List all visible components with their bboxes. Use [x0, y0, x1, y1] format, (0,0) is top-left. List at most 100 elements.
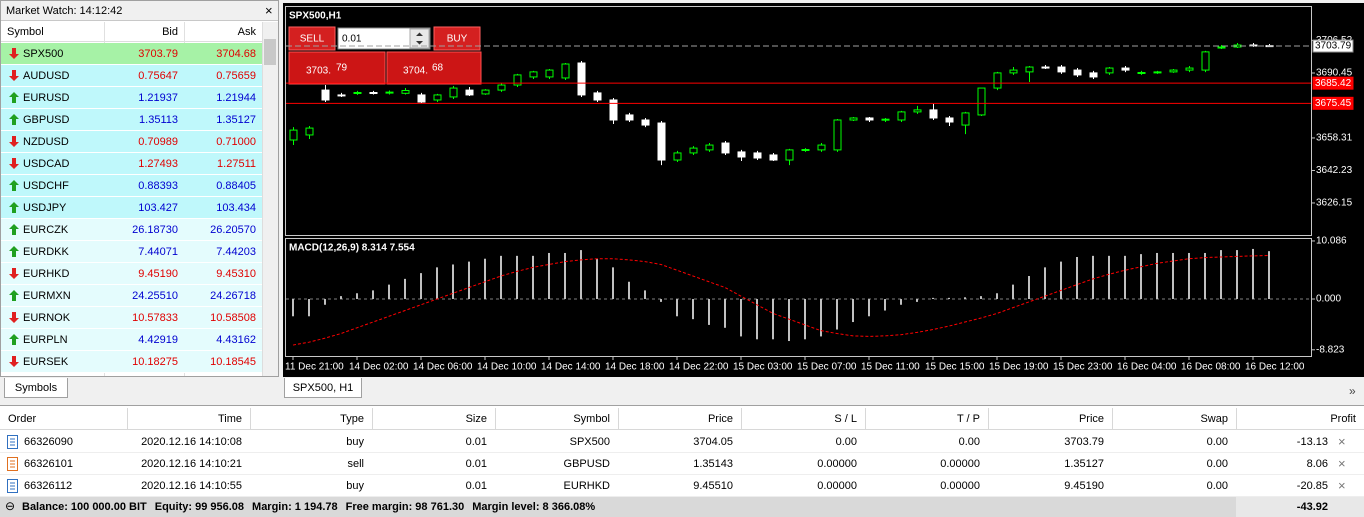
mw-row[interactable]	[1, 263, 262, 285]
mw-row[interactable]	[1, 153, 262, 175]
candle-body	[705, 144, 714, 151]
column-header[interactable]: Size	[465, 413, 487, 425]
candle-body	[321, 89, 330, 101]
x-tick-label: 14 Dec 02:00	[349, 362, 409, 373]
volume-input[interactable]	[337, 27, 431, 50]
x-tick-label: 15 Dec 15:00	[925, 362, 985, 373]
order-cell: 8.06	[1306, 458, 1328, 470]
x-tick-label: 15 Dec 11:00	[861, 362, 920, 373]
mw-row[interactable]	[1, 241, 262, 263]
trend-up-icon	[9, 246, 19, 257]
candle-body	[993, 72, 1002, 89]
column-header[interactable]: S / L	[834, 413, 857, 425]
sell-label[interactable]: SELL	[300, 34, 325, 45]
mw-header-row	[1, 22, 262, 42]
scrollbar[interactable]	[262, 22, 278, 376]
symbol-name: USDCHF	[23, 180, 69, 192]
bid-price: 7.44071	[138, 246, 178, 258]
bid-price: 10.57833	[132, 312, 178, 324]
column-header[interactable]: Symbol	[573, 413, 610, 425]
candle-body	[897, 111, 906, 121]
sell-price-box[interactable]	[288, 51, 386, 85]
close-order-button[interactable]: ×	[1338, 456, 1346, 471]
volume-value[interactable]: 0.01	[342, 34, 362, 45]
mw-row[interactable]	[1, 285, 262, 307]
sell-button[interactable]	[288, 26, 336, 51]
candle-body	[1105, 67, 1114, 74]
order-cell: 66326090	[24, 436, 73, 448]
candle-body	[721, 142, 730, 154]
mw-row[interactable]	[1, 329, 262, 351]
column-header[interactable]: Swap	[1200, 413, 1228, 425]
mw-column-header: Ask	[237, 26, 256, 38]
buy-button[interactable]	[433, 26, 481, 51]
tab-scroll[interactable]: »	[1349, 384, 1356, 398]
mw-row[interactable]	[1, 43, 262, 65]
ask-price: 103.434	[216, 202, 256, 214]
column-header[interactable]: Type	[340, 413, 364, 425]
y-tick-label: 3658.31	[1316, 133, 1353, 144]
x-tick-label: 16 Dec 08:00	[1181, 362, 1241, 373]
mw-row[interactable]	[1, 197, 262, 219]
summary-row	[0, 497, 1364, 517]
buy-price-pips[interactable]: 68	[432, 63, 444, 74]
candle-body	[417, 94, 426, 103]
column-header[interactable]: Time	[217, 413, 242, 425]
price-level-tag	[1312, 96, 1354, 110]
mw-row[interactable]	[1, 109, 262, 131]
mw-row[interactable]	[1, 307, 262, 329]
candle-body	[833, 119, 842, 151]
order-cell: 0.00000	[940, 458, 980, 470]
symbols-tab[interactable]: Symbols	[4, 378, 68, 398]
candle-body	[513, 74, 522, 86]
order-cell: 66326112	[24, 480, 73, 492]
trend-down-icon	[9, 356, 19, 367]
column-header[interactable]: Price	[1078, 413, 1104, 425]
chart-tab[interactable]: SPX500, H1	[284, 378, 362, 398]
order-cell: 9.45510	[693, 480, 733, 492]
scroll-thumb[interactable]	[264, 39, 276, 65]
buy-price-main[interactable]: 3704.	[403, 66, 428, 77]
ask-price: 9.45310	[216, 268, 256, 280]
column-header[interactable]: Profit	[1330, 413, 1356, 425]
order-row[interactable]	[0, 453, 1364, 475]
collapse-icon[interactable]: ⊖	[5, 499, 16, 513]
order-cell: 2020.12.16 14:10:21	[141, 458, 242, 470]
close-order-button[interactable]: ×	[1338, 434, 1346, 449]
symbol-name: EURUSD	[23, 92, 70, 104]
y-tick-label: 0.000	[1316, 294, 1341, 305]
symbol-name: SPX500	[23, 48, 64, 60]
trend-down-icon	[9, 268, 19, 279]
mw-row[interactable]	[1, 131, 262, 153]
bid-price: 9.45190	[138, 268, 178, 280]
spinner-arrows	[416, 32, 423, 45]
volume-spinner[interactable]	[409, 28, 430, 49]
order-row[interactable]	[0, 475, 1364, 497]
bid-price: 1.21937	[138, 92, 178, 104]
column-header[interactable]: Price	[707, 413, 733, 425]
mw-row[interactable]	[1, 65, 262, 87]
sell-price-pips[interactable]: 79	[336, 63, 348, 74]
mw-column-header: Symbol	[7, 26, 44, 38]
sell-price-main[interactable]: 3703.	[306, 66, 331, 77]
order-row[interactable]	[0, 431, 1364, 453]
buy-price-box[interactable]	[386, 51, 482, 85]
close-button[interactable]: ×	[265, 3, 273, 18]
candle-body	[1201, 51, 1210, 71]
column-header[interactable]: Order	[8, 413, 37, 425]
panel-title: Market Watch: 14:12:42	[6, 5, 123, 17]
buy-label[interactable]: BUY	[447, 34, 468, 45]
close-order-button[interactable]: ×	[1338, 478, 1346, 493]
column-header[interactable]: T / P	[956, 413, 980, 425]
mw-row[interactable]	[1, 87, 262, 109]
price-level-label: 3685.42	[1315, 78, 1352, 89]
order-cell: 9.45190	[1064, 480, 1104, 492]
order-cell: 0.01	[465, 458, 487, 470]
candle-body	[401, 89, 410, 94]
mw-row[interactable]	[1, 175, 262, 197]
candle-body	[977, 87, 986, 116]
order-cell: EURHKD	[563, 480, 610, 492]
mw-row[interactable]	[1, 219, 262, 241]
candle-body	[465, 89, 474, 96]
mw-row[interactable]	[1, 351, 262, 373]
